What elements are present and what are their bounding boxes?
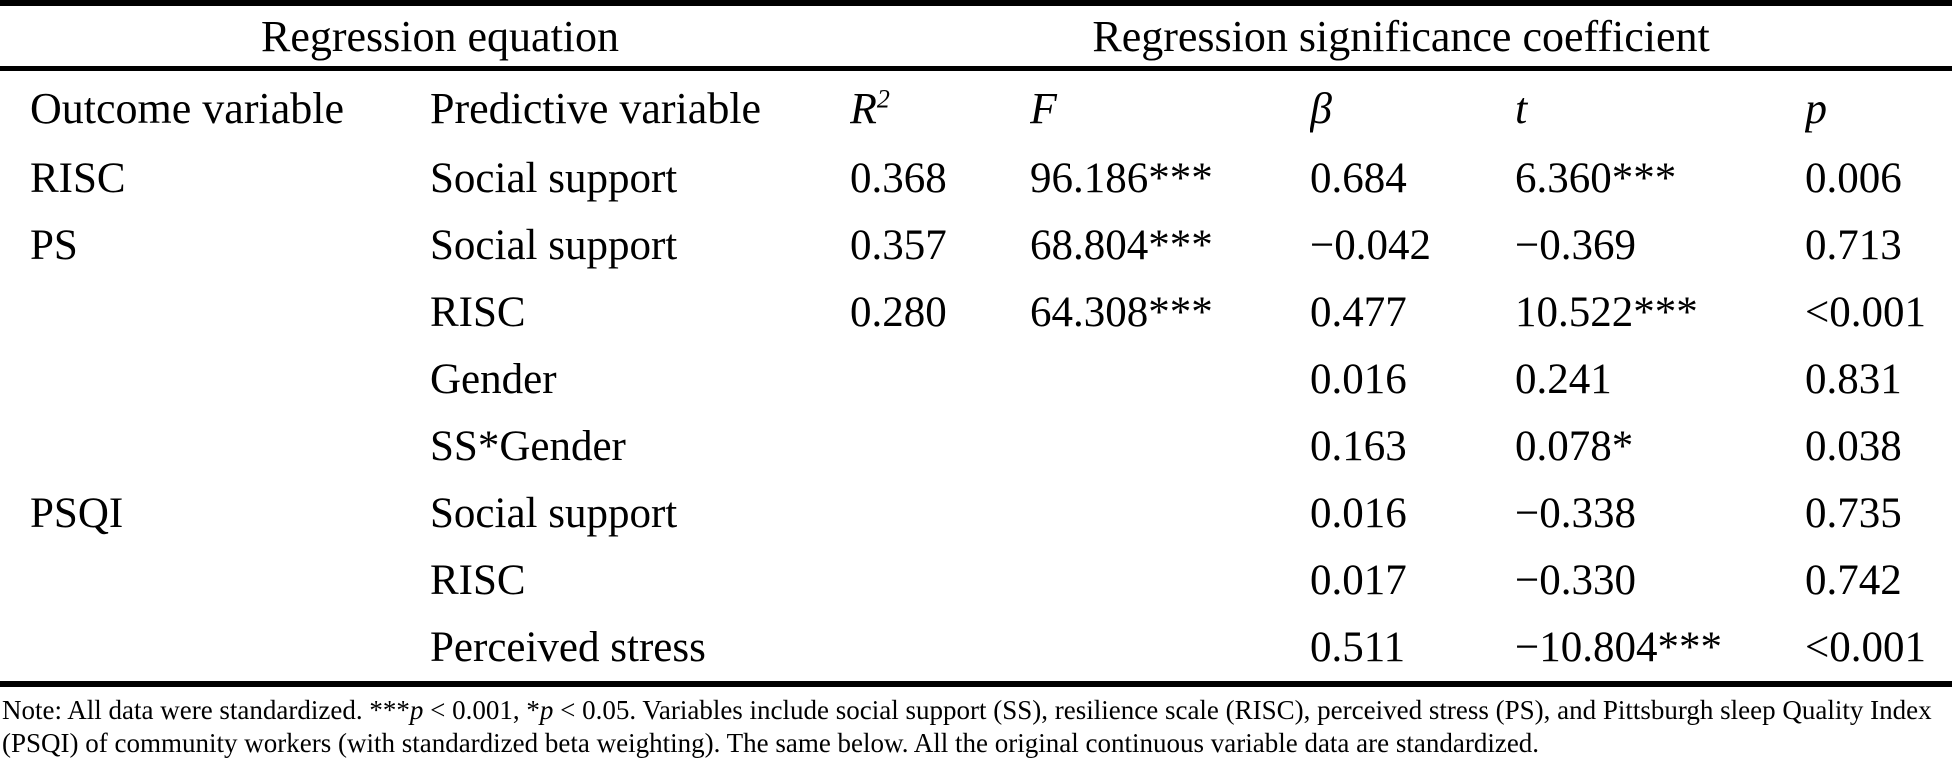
cell-f-value: 64.308***: [1030, 289, 1213, 336]
table-body: RISC Social support 0.368 96.186*** 0.684 6.3…: [0, 145, 1952, 687]
band-header-row: Regression equation Regression significan…: [0, 3, 1952, 71]
cell-t-value: 0.078*: [1515, 423, 1634, 470]
cell-outcome-variable: RISC: [30, 155, 126, 202]
cell-p-value: 0.038: [1805, 423, 1902, 470]
table-row: SS*Gender 0.163 0.078* 0.038: [0, 413, 1952, 480]
column-header-p-value: p: [1805, 69, 1952, 146]
cell-predictive-variable: Social support: [430, 222, 678, 269]
cell-p-value: <0.001: [1805, 614, 1952, 687]
cell-r-squared: [850, 346, 1030, 413]
table-row: Gender 0.016 0.241 0.831: [0, 346, 1952, 413]
cell-predictive-variable: RISC: [430, 289, 526, 336]
column-header-superscript: 2: [876, 83, 890, 113]
cell-beta: 0.016: [1310, 490, 1407, 537]
cell-f-value: 68.804***: [1030, 222, 1213, 269]
cell-f-value: [1030, 480, 1310, 547]
cell-p-value: 0.831: [1805, 356, 1902, 403]
cell-p-value: <0.001: [1805, 289, 1927, 336]
regression-results-table: Regression equation Regression significan…: [0, 0, 1952, 687]
cell-predictive-variable: Perceived stress: [430, 614, 851, 687]
cell-beta: 0.511: [1310, 614, 1516, 687]
column-header-f-value: F: [1030, 69, 1310, 146]
cell-predictive-variable: Gender: [430, 356, 557, 403]
cell-outcome-variable: PSQI: [30, 490, 124, 537]
band-header-2: Regression significance coefficient: [850, 3, 1952, 71]
cell-t-value: −0.369: [1515, 222, 1637, 269]
cell-predictive-variable: Social support: [430, 490, 678, 537]
cell-r-squared: 0.357: [850, 222, 947, 269]
cell-f-value: [1030, 547, 1310, 614]
cell-t-value: −0.330: [1515, 557, 1637, 604]
cell-f-value: [1030, 614, 1311, 687]
cell-outcome-variable: [0, 614, 430, 687]
cell-predictive-variable: Social support: [430, 155, 678, 202]
cell-outcome-variable: [0, 346, 430, 413]
table-row: PS Social support 0.357 68.804*** −0.042 −0.3…: [0, 212, 1952, 279]
footnote-italic-p: p: [539, 695, 554, 725]
cell-beta: 0.016: [1310, 356, 1407, 403]
column-header-outcome-variable: Outcome variable: [0, 69, 430, 146]
footnote-text: < 0.05. Variables include social support…: [2, 695, 1932, 758]
cell-predictive-variable: SS*Gender: [430, 423, 626, 470]
column-header-predictive-variable: Predictive variable: [430, 69, 850, 146]
cell-r-squared: [850, 547, 1030, 614]
table-row: RISC Social support 0.368 96.186*** 0.684 6.3…: [0, 145, 1952, 212]
cell-t-value: −10.804***: [1515, 614, 1806, 687]
column-header-label: Outcome variable: [30, 83, 344, 133]
cell-beta: 0.163: [1310, 423, 1407, 470]
cell-f-value: [1030, 346, 1310, 413]
cell-f-value: [1030, 413, 1310, 480]
cell-beta: 0.684: [1310, 155, 1407, 202]
cell-outcome-variable: [0, 413, 430, 480]
cell-r-squared: 0.280: [850, 289, 947, 336]
column-header-label: F: [1030, 83, 1057, 133]
column-header-label: β: [1310, 83, 1332, 133]
cell-t-value: 6.360***: [1515, 155, 1677, 202]
cell-p-value: 0.742: [1805, 557, 1902, 604]
column-header-t-value: t: [1515, 69, 1805, 146]
table-row: PSQI Social support 0.016 −0.338 0.735: [0, 480, 1952, 547]
table-row: RISC 0.017 −0.330 0.742: [0, 547, 1952, 614]
column-header-beta: β: [1310, 69, 1515, 146]
cell-beta: −0.042: [1310, 222, 1432, 269]
cell-r-squared: [850, 614, 1031, 687]
cell-p-value: 0.006: [1805, 155, 1902, 202]
cell-p-value: 0.735: [1805, 490, 1902, 537]
cell-r-squared: 0.368: [850, 155, 947, 202]
column-header-label: R: [850, 83, 877, 133]
footnote-italic-p: p: [409, 695, 424, 725]
cell-outcome-variable: [0, 279, 430, 346]
column-header-label: p: [1805, 83, 1828, 133]
column-header-r-squared: R2: [850, 69, 1030, 146]
cell-t-value: 0.241: [1515, 356, 1612, 403]
table-row: RISC 0.280 64.308*** 0.477 10.522*** <0.001: [0, 279, 1952, 346]
cell-f-value: 96.186***: [1030, 155, 1213, 202]
cell-beta: 0.477: [1310, 289, 1407, 336]
cell-outcome-variable: [0, 547, 430, 614]
column-header-label: Predictive variable: [430, 83, 762, 133]
cell-beta: 0.017: [1310, 557, 1407, 604]
cell-t-value: −0.338: [1515, 490, 1637, 537]
column-header-label: t: [1515, 83, 1528, 133]
cell-outcome-variable: PS: [30, 222, 78, 269]
footnote-text: < 0.001, *: [423, 695, 540, 725]
cell-r-squared: [850, 413, 1030, 480]
cell-r-squared: [850, 480, 1030, 547]
cell-t-value: 10.522***: [1515, 289, 1698, 336]
footnote-text: Note: All data were standardized. ***: [2, 695, 410, 725]
table-row: Perceived stress 0.511 −10.804*** <0.001: [0, 614, 1952, 687]
cell-predictive-variable: RISC: [430, 557, 526, 604]
table-footnote: Note: All data were standardized. ***p <…: [0, 687, 1952, 760]
band-header-1: Regression equation: [0, 3, 851, 71]
cell-p-value: 0.713: [1805, 222, 1902, 269]
